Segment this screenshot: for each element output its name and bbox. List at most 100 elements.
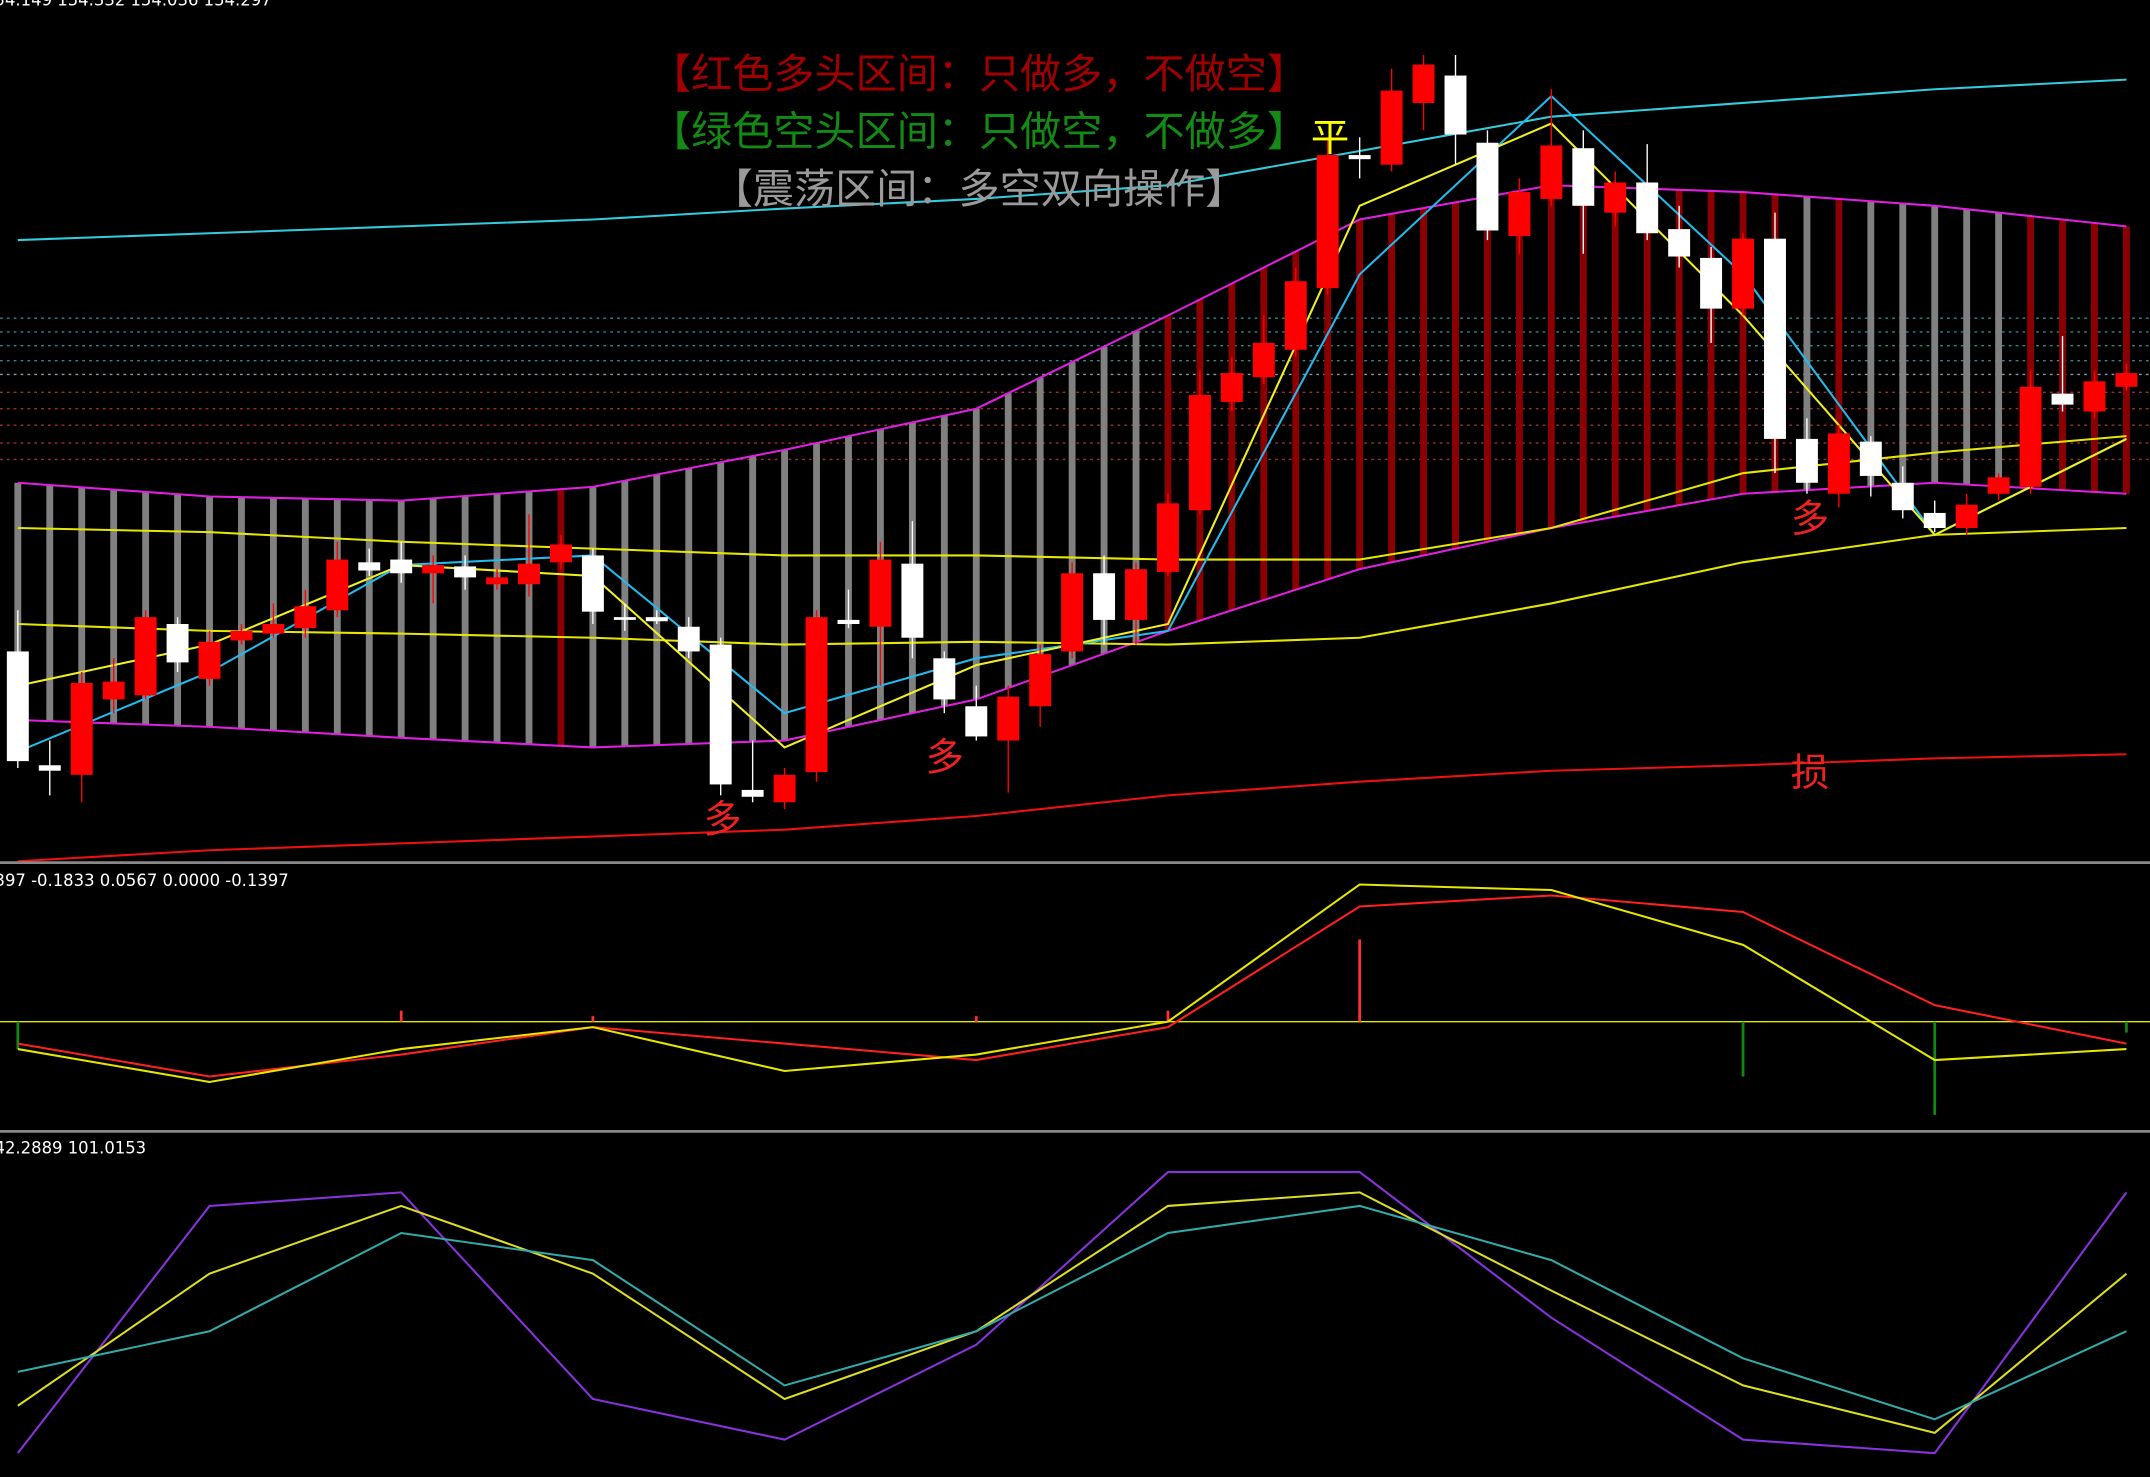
candle-body (805, 617, 828, 773)
candle-body (1508, 192, 1531, 236)
band-bar (174, 494, 181, 726)
band-bar (1835, 198, 1843, 489)
candle-body (997, 696, 1020, 741)
band-bar (1803, 196, 1811, 491)
kdj-readout: 42.2889 101.0153 (0, 1138, 146, 1157)
band-bar (1260, 267, 1268, 601)
band-bar (1675, 189, 1683, 506)
band-bar (493, 493, 501, 743)
candle-body (645, 617, 668, 622)
candle-body (486, 577, 509, 585)
band-bar (2027, 216, 2034, 489)
indicator-line (17, 894, 2127, 1078)
band-bar (1036, 377, 1044, 677)
band-bar (940, 415, 948, 707)
band-bar (1579, 186, 1587, 523)
signal-label: 多 (926, 736, 964, 781)
candle-body (1412, 64, 1435, 103)
plot (0, 54, 2150, 1455)
bull-note: 【红色多头区间：只做多，不做空】 (650, 50, 1308, 98)
band-bar (557, 489, 565, 746)
band-bar (1420, 208, 1427, 556)
candle-body (326, 559, 349, 611)
candle-body (1220, 373, 1243, 402)
band-bar (1164, 315, 1172, 631)
candle-body (166, 624, 189, 663)
band-bar (429, 498, 437, 740)
band-bar (1292, 251, 1300, 590)
band-bar (14, 482, 22, 720)
candle-body (358, 562, 381, 571)
band-bar (1867, 201, 1875, 487)
band-bar (1931, 205, 1939, 483)
candle-body (1987, 477, 2010, 494)
candle-body (1636, 182, 1659, 234)
candle-body (1955, 504, 1978, 529)
band-bar (525, 491, 533, 745)
candle-body (869, 559, 892, 627)
candle-body (549, 544, 572, 563)
candle-body (1859, 441, 1882, 476)
signal-label: 平 (1311, 116, 1349, 161)
candle-body (1252, 342, 1275, 378)
indicator-line (17, 481, 2127, 749)
candle-body (1476, 142, 1499, 231)
candle-body (709, 644, 732, 785)
candle-body (773, 774, 796, 803)
candle-body (581, 555, 604, 612)
candle-body (1316, 155, 1339, 289)
candle-body (1125, 569, 1147, 620)
indicator-line (17, 753, 2127, 863)
candle-body (1827, 433, 1850, 494)
range-note: 【震荡区间：多空双向操作】 (712, 165, 1247, 213)
band-bar (1611, 187, 1619, 517)
band-bar (461, 496, 469, 742)
indicator-line (17, 1204, 2127, 1421)
candle-body (1604, 182, 1627, 213)
indicator-line (17, 1191, 2128, 1434)
band-bar (397, 500, 405, 738)
band-bar (1515, 190, 1523, 535)
indicator-line (17, 184, 2127, 502)
band-bar (781, 449, 789, 741)
candle-body (1444, 75, 1467, 135)
candle-body (1188, 395, 1211, 511)
candle-body (677, 626, 700, 652)
band-bar (78, 487, 86, 723)
candle-body (1891, 482, 1914, 511)
band-bar (845, 436, 852, 727)
candle-body (1348, 155, 1371, 160)
band-bar (685, 468, 693, 744)
candle-body (1795, 438, 1818, 483)
candle-body (38, 765, 61, 771)
price-readout: 54.149 154.332 154.036 154.297 (0, 0, 272, 10)
candle-body (1668, 229, 1691, 257)
candle-body (6, 651, 29, 762)
candle-body (294, 606, 317, 629)
signal-label: 多 (703, 797, 741, 842)
candle-body (262, 624, 285, 634)
candle-body (390, 559, 413, 574)
candle-body (2019, 386, 2042, 487)
band-bar (1100, 346, 1108, 654)
band-bar (1995, 212, 2003, 487)
band-bar (1388, 213, 1396, 563)
candle-body (518, 563, 540, 585)
band-bar (1739, 192, 1747, 494)
band-bar (717, 462, 725, 743)
band-bar (1963, 209, 1971, 485)
band-bar (2122, 226, 2130, 494)
bear-note: 【绿色空头区间：只做空，不做多】 (650, 107, 1308, 155)
candle-body (102, 681, 125, 700)
signal-label: 多 (1791, 497, 1829, 542)
band-bar (1356, 219, 1364, 570)
band-bar (1228, 283, 1236, 611)
candle-body (2051, 393, 2074, 405)
candle-body (1380, 90, 1403, 165)
candle-body (198, 641, 221, 679)
band-bar (813, 443, 820, 734)
candle-body (1540, 145, 1563, 199)
candle-body (134, 617, 157, 696)
